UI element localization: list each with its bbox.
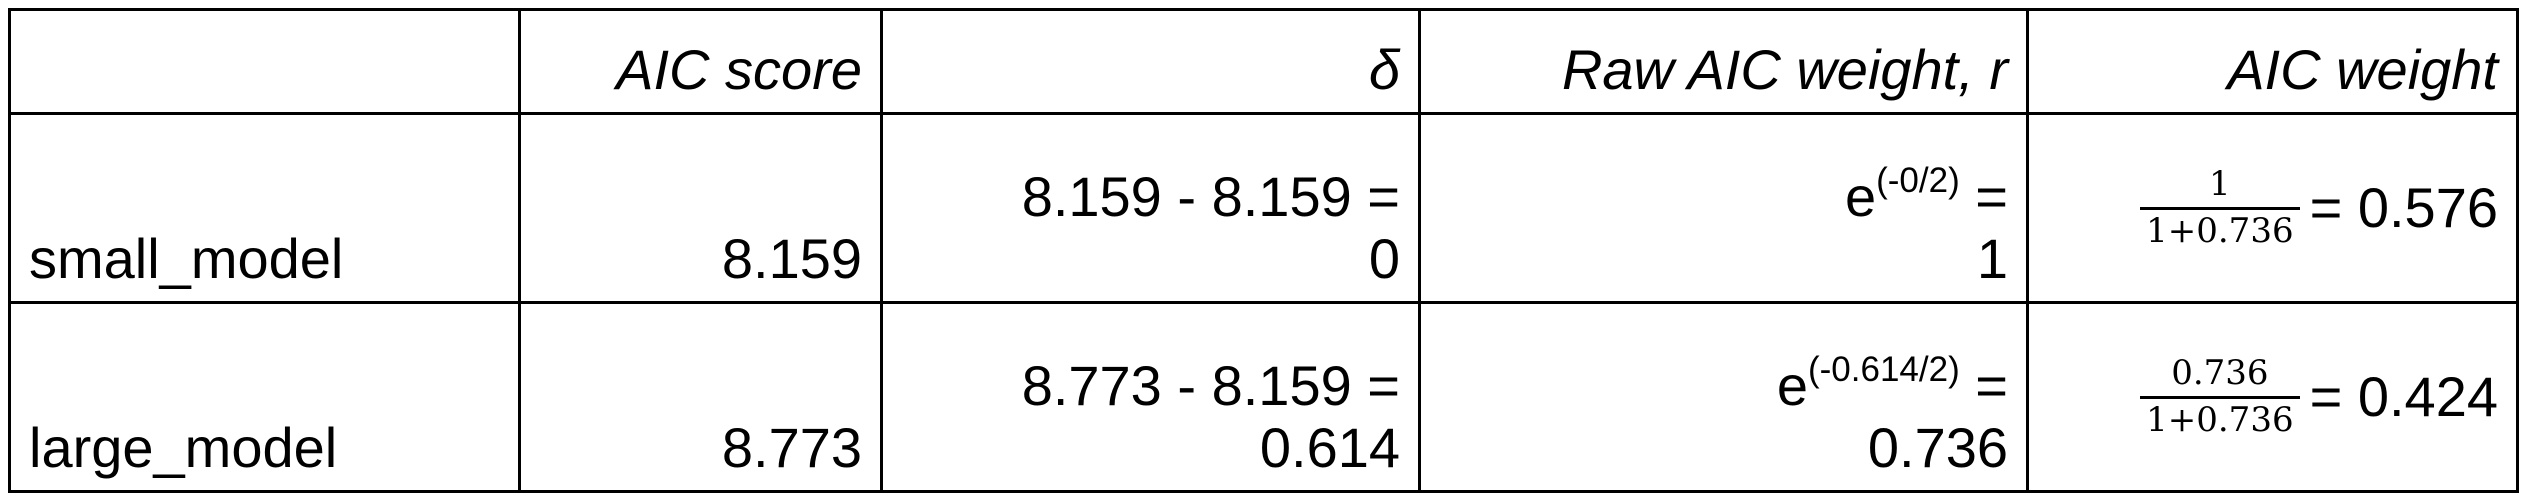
aic-score-value: 8.773 bbox=[721, 416, 862, 480]
delta-value: 0.614 bbox=[1259, 416, 1400, 480]
delta-value: 0 bbox=[1368, 227, 1400, 291]
raw-weight-base: e bbox=[1776, 353, 1808, 417]
model-name-cell: small_model bbox=[8, 112, 521, 304]
raw-weight-equals: = bbox=[1959, 164, 2008, 228]
weight-result: = 0.576 bbox=[2309, 175, 2498, 239]
raw-weight-base: e bbox=[1844, 164, 1877, 228]
header-aic-score: AIC score bbox=[518, 8, 883, 115]
raw-weight-exponent: (-0/2) bbox=[1876, 160, 1960, 200]
header-delta: δ bbox=[880, 8, 1421, 115]
raw-weight-expression: e(-0/2) = bbox=[1439, 163, 2008, 229]
delta-expression: 8.159 - 8.159 = bbox=[1021, 164, 1400, 228]
table-row: large_model 8.773 8.773 - 8.159 = 0.614 … bbox=[8, 301, 2519, 493]
weight-fraction: 0.736 1+0.736 bbox=[2140, 352, 2300, 439]
raw-weight-expression: e(-0.614/2) = bbox=[1439, 352, 2008, 418]
weight-denominator: 1+0.736 bbox=[2140, 395, 2300, 439]
raw-weight-exponent: (-0.614/2) bbox=[1807, 349, 1960, 389]
raw-weight-equals: = bbox=[1959, 353, 2008, 417]
weight-result: = 0.424 bbox=[2309, 364, 2498, 428]
weight-denominator: 1+0.736 bbox=[2140, 206, 2300, 250]
table-row: small_model 8.159 8.159 - 8.159 = 0 e(-0… bbox=[8, 112, 2519, 304]
aic-weight-cell: 0.736 1+0.736 = 0.424 bbox=[2026, 301, 2519, 493]
delta-expression: 8.773 - 8.159 = bbox=[1021, 353, 1400, 417]
aic-score-value: 8.159 bbox=[721, 227, 862, 291]
header-row: AIC score δ Raw AIC weight, r AIC weight bbox=[8, 8, 2519, 115]
aic-weight-cell: 1 1+0.736 = 0.576 bbox=[2026, 112, 2519, 304]
aic-weight-formula: 0.736 1+0.736 = 0.424 bbox=[2047, 352, 2498, 439]
aic-score-cell: 8.773 bbox=[518, 301, 883, 493]
aic-weights-table: AIC score δ Raw AIC weight, r AIC weight… bbox=[8, 8, 2519, 493]
header-aic-weight: AIC weight bbox=[2026, 8, 2519, 115]
weight-fraction: 1 1+0.736 bbox=[2140, 163, 2300, 250]
model-name: large_model bbox=[29, 416, 338, 480]
header-raw-aic-weight: Raw AIC weight, r bbox=[1418, 8, 2029, 115]
delta-cell: 8.773 - 8.159 = 0.614 bbox=[880, 301, 1421, 493]
weight-numerator: 1 bbox=[2209, 163, 2231, 204]
delta-cell: 8.159 - 8.159 = 0 bbox=[880, 112, 1421, 304]
model-name: small_model bbox=[29, 227, 344, 291]
aic-weight-formula: 1 1+0.736 = 0.576 bbox=[2047, 163, 2498, 250]
raw-weight-value: 1 bbox=[1976, 227, 2008, 291]
aic-score-cell: 8.159 bbox=[518, 112, 883, 304]
raw-weight-cell: e(-0/2) = 1 bbox=[1418, 112, 2029, 304]
model-name-cell: large_model bbox=[8, 301, 521, 493]
raw-weight-cell: e(-0.614/2) = 0.736 bbox=[1418, 301, 2029, 493]
header-blank bbox=[8, 8, 521, 115]
weight-numerator: 0.736 bbox=[2171, 352, 2269, 393]
raw-weight-value: 0.736 bbox=[1867, 416, 2008, 480]
